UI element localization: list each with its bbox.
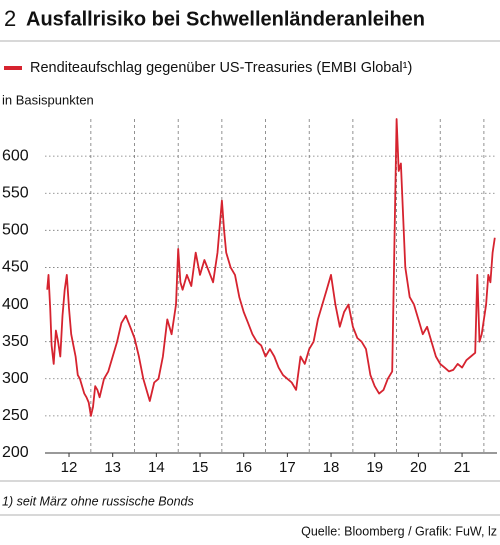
y-tick-label: 450 xyxy=(2,259,29,276)
y-tick-label: 350 xyxy=(2,333,29,350)
y-tick-label: 600 xyxy=(2,147,29,164)
x-tick-label: 16 xyxy=(235,459,252,476)
x-tick-label: 20 xyxy=(410,459,427,476)
chart-title: Ausfallrisiko bei Schwellenländeranleihe… xyxy=(26,8,425,30)
x-tick-label: 14 xyxy=(148,459,165,476)
legend-label: Renditeaufschlag gegenüber US-Treasuries… xyxy=(30,60,412,76)
x-tick-label: 21 xyxy=(454,459,471,476)
x-tick-label: 13 xyxy=(104,459,121,476)
chart-number: 2 xyxy=(4,6,16,31)
x-tick-label: 17 xyxy=(279,459,296,476)
y-tick-label: 250 xyxy=(2,407,29,424)
footnote: 1) seit März ohne russische Bonds xyxy=(2,494,194,508)
x-tick-label: 19 xyxy=(366,459,383,476)
y-tick-label: 400 xyxy=(2,296,29,313)
x-tick-label: 12 xyxy=(61,459,78,476)
x-tick-label: 18 xyxy=(323,459,340,476)
y-tick-label: 550 xyxy=(2,184,29,201)
y-tick-label: 500 xyxy=(2,222,29,239)
source: Quelle: Bloomberg / Grafik: FuW, lz xyxy=(301,524,497,538)
x-tick-label: 15 xyxy=(192,459,209,476)
y-tick-label: 200 xyxy=(2,444,29,461)
y-axis-label: in Basispunkten xyxy=(2,92,94,107)
data-line xyxy=(46,118,496,417)
y-tick-label: 300 xyxy=(2,370,29,387)
